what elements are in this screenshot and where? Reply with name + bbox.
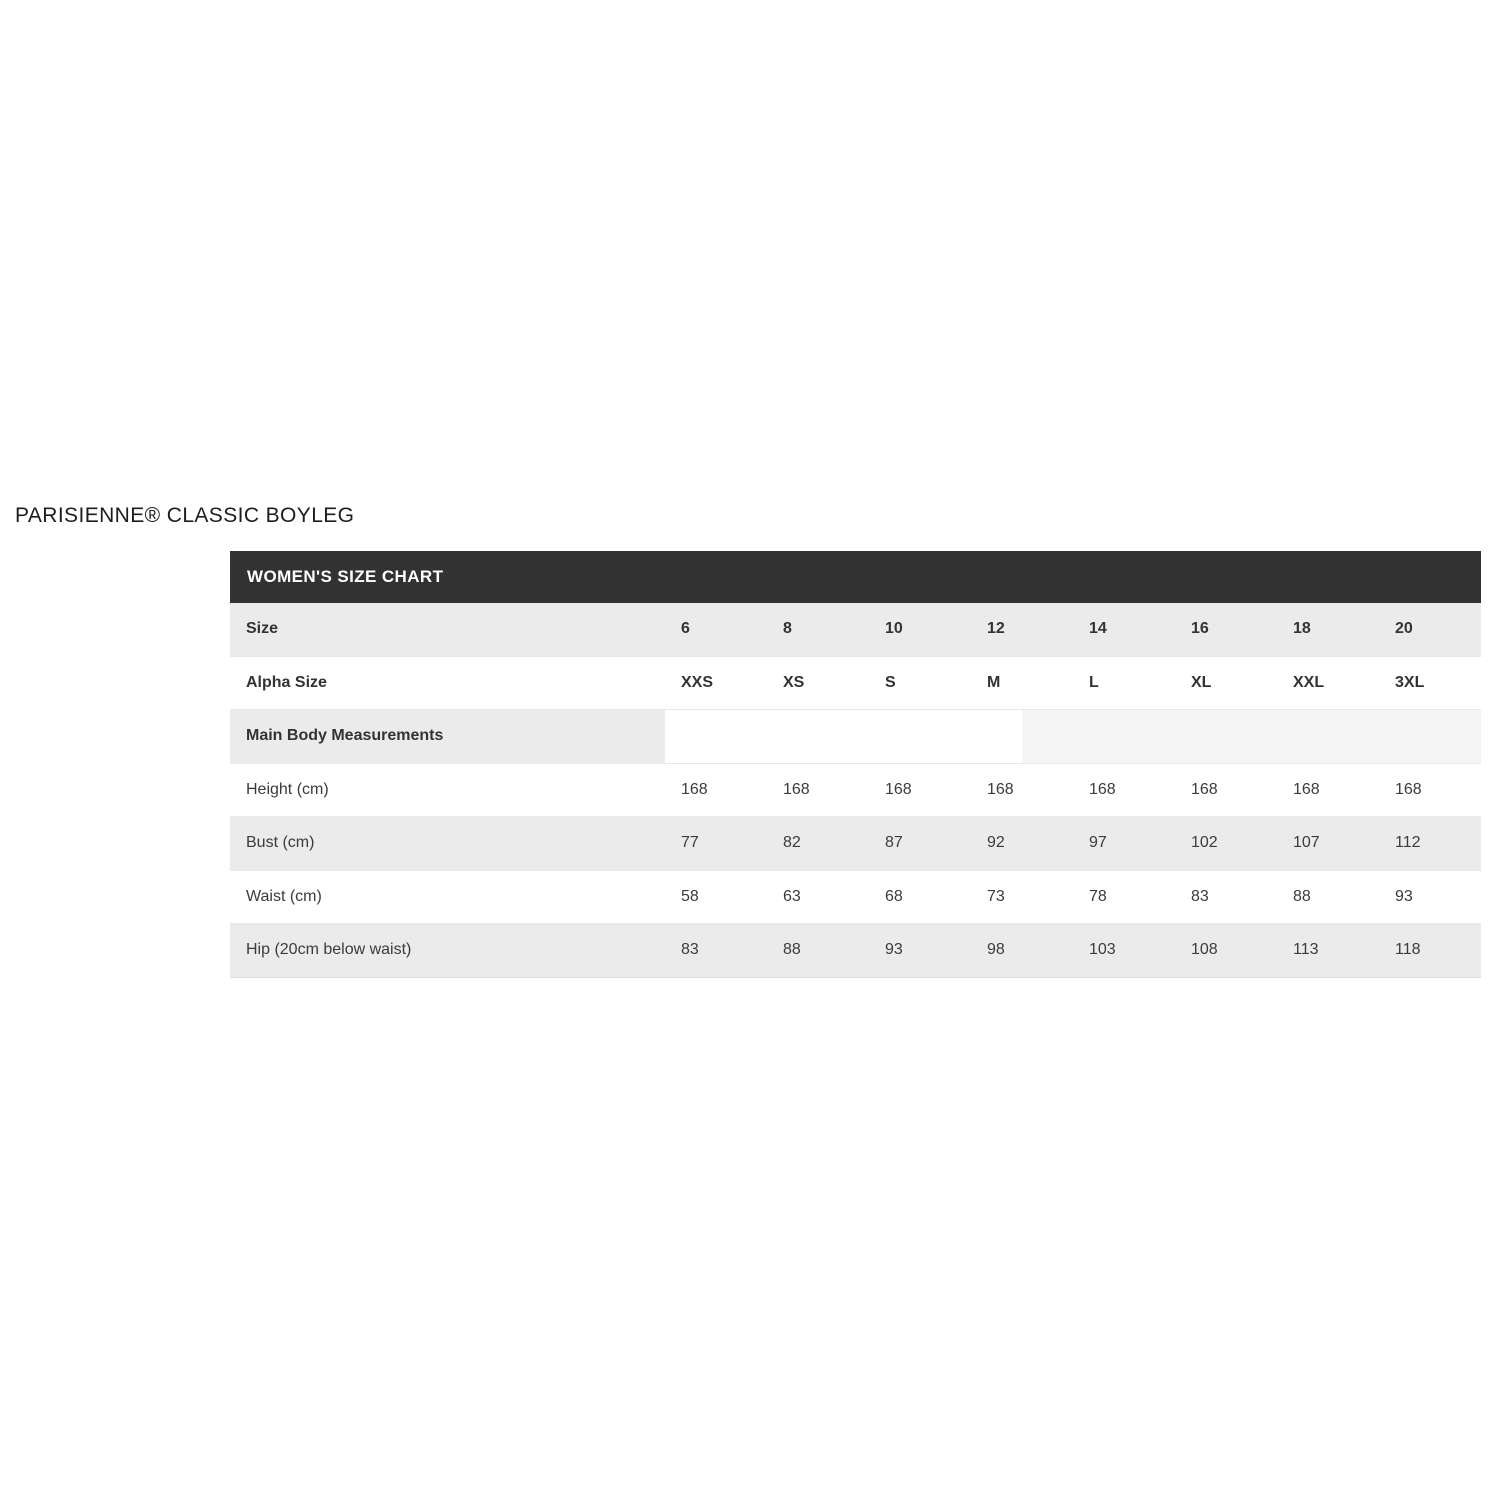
cell: XXS <box>665 655 767 710</box>
cell: 6 <box>665 603 767 656</box>
cell: 12 <box>971 603 1073 656</box>
row-label: Size <box>230 603 665 656</box>
cell: 77 <box>665 816 767 870</box>
cell: 112 <box>1379 816 1481 870</box>
cell: 68 <box>869 869 971 924</box>
row-label: Waist (cm) <box>230 869 665 924</box>
product-title: PARISIENNE® CLASSIC BOYLEG <box>15 504 355 527</box>
cell: 97 <box>1073 816 1175 870</box>
cell: 107 <box>1277 816 1379 870</box>
cell: 168 <box>869 762 971 817</box>
cell: 102 <box>1175 816 1277 870</box>
cell: 20 <box>1379 603 1481 656</box>
cell: 87 <box>869 816 971 870</box>
cell: S <box>869 655 971 710</box>
cell: XS <box>767 655 869 710</box>
cell: 168 <box>665 762 767 817</box>
cell: 83 <box>1175 869 1277 924</box>
cell: 18 <box>1277 603 1379 656</box>
row-label: Alpha Size <box>230 655 665 710</box>
cell: L <box>1073 655 1175 710</box>
cell: 3XL <box>1379 655 1481 710</box>
cell: 168 <box>1379 762 1481 817</box>
size-chart-header: WOMEN'S SIZE CHART <box>230 551 1481 603</box>
table-row-alpha-size: Alpha Size XXS XS S M L XL XXL 3XL <box>230 655 1481 710</box>
size-chart: WOMEN'S SIZE CHART Size 6 8 10 12 14 16 … <box>230 551 1481 978</box>
row-label: Hip (20cm below waist) <box>230 923 665 978</box>
cell: 58 <box>665 869 767 924</box>
cell: 108 <box>1175 923 1277 978</box>
cell: 73 <box>971 869 1073 924</box>
row-label: Height (cm) <box>230 762 665 817</box>
cell: 113 <box>1277 923 1379 978</box>
cell: 93 <box>1379 869 1481 924</box>
cell: 103 <box>1073 923 1175 978</box>
cell: 93 <box>869 923 971 978</box>
cell: 14 <box>1073 603 1175 656</box>
cell: 168 <box>1175 762 1277 817</box>
table-row-height: Height (cm) 168 168 168 168 168 168 168 … <box>230 762 1481 817</box>
cell: 8 <box>767 603 869 656</box>
cell: 88 <box>767 923 869 978</box>
cell: 16 <box>1175 603 1277 656</box>
cell: XL <box>1175 655 1277 710</box>
table-row-waist: Waist (cm) 58 63 68 73 78 83 88 93 <box>230 869 1481 924</box>
cell: 82 <box>767 816 869 870</box>
cell: 88 <box>1277 869 1379 924</box>
cell: 168 <box>1073 762 1175 817</box>
cell: 63 <box>767 869 869 924</box>
cell: 83 <box>665 923 767 978</box>
table-row-hip: Hip (20cm below waist) 83 88 93 98 103 1… <box>230 923 1481 978</box>
cell: 78 <box>1073 869 1175 924</box>
size-chart-table: Size 6 8 10 12 14 16 18 20 Alpha Size XX… <box>230 603 1481 978</box>
cell: XXL <box>1277 655 1379 710</box>
table-row-section-main-body: Main Body Measurements <box>230 709 1481 763</box>
row-label: Bust (cm) <box>230 816 665 870</box>
cell: M <box>971 655 1073 710</box>
cell: 10 <box>869 603 971 656</box>
cell: 98 <box>971 923 1073 978</box>
cell: 168 <box>1277 762 1379 817</box>
cell: 92 <box>971 816 1073 870</box>
cell: 118 <box>1379 923 1481 978</box>
section-spacer <box>665 709 1481 763</box>
table-row-size: Size 6 8 10 12 14 16 18 20 <box>230 603 1481 656</box>
cell: 168 <box>971 762 1073 817</box>
section-header-label: Main Body Measurements <box>230 709 665 763</box>
table-row-bust: Bust (cm) 77 82 87 92 97 102 107 112 <box>230 816 1481 870</box>
cell: 168 <box>767 762 869 817</box>
